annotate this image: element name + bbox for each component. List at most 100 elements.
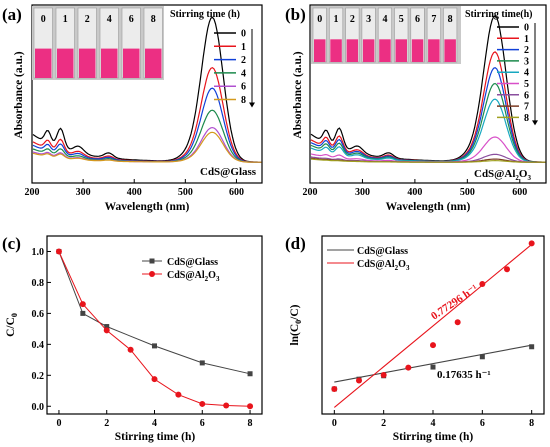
spectrum-line-b-2 (310, 67, 546, 163)
legend-al2o3-c-sub3: 3 (216, 275, 220, 283)
x-tick-label-d-2: 2 (381, 418, 386, 429)
vial-solution-b-3 (362, 39, 375, 62)
panel-label-c: (c) (2, 234, 21, 253)
legend-title-b: Stirring time(h) (465, 9, 533, 20)
legend-a: 0 1 2 4 6 8 (214, 29, 255, 108)
data-point-c-al2o3-1 (79, 301, 86, 308)
x-tick-label-c-4: 4 (152, 418, 157, 429)
data-point-d-al2o3-5 (454, 319, 461, 326)
data-point-c-al2o3-2 (103, 327, 110, 334)
legend-title-a: Stirring time (h) (170, 9, 240, 20)
sample-label-b-sub3: 3 (527, 174, 531, 182)
vial-solution-b-8 (444, 39, 456, 62)
spectrum-line-b-8 (310, 158, 546, 163)
legend-marker-al2o3-c (149, 271, 155, 277)
x-axis-label-a: Wavelength (nm) (105, 201, 190, 213)
panel-a: 0 1 2 4 6 8 0 1 2 4 6 8 200 300 400 500 600 (a) Stirri… (2, 4, 263, 213)
legend-label-b-0: 0 (524, 23, 529, 34)
legend-label-a-4: 4 (241, 68, 246, 79)
y-tick-label-c-0.8: 0.8 (32, 278, 45, 289)
panel-label-b: (b) (285, 5, 306, 24)
data-point-d-al2o3-1 (356, 377, 362, 384)
legend-al2o3-d-head: CdS@Al (357, 259, 395, 270)
legend-c: CdS@Glass CdS@Al2O3 (142, 257, 220, 283)
x-tick-label-d-6: 6 (480, 418, 485, 429)
legend-d: CdS@Glass CdS@Al2O3 (327, 246, 410, 272)
fit-line-d-glass (334, 344, 532, 383)
legend-label-al2o3-c: CdS@Al2O3 (167, 270, 220, 283)
data-point-d-al2o3-6 (479, 280, 486, 287)
vial-solution-a-2 (79, 48, 96, 78)
sample-label-b-o: O (519, 168, 528, 180)
y-label-d-head: ln(C (289, 324, 301, 346)
legend-label-b-4: 4 (524, 68, 529, 79)
data-point-c-al2o3-5 (175, 391, 182, 398)
x-tick-label-b-600: 600 (512, 187, 527, 198)
vial-solution-b-7 (428, 39, 440, 62)
legend-label-b-3: 3 (524, 56, 529, 67)
data-point-d-glass-4 (430, 364, 436, 370)
inset-background-a (32, 6, 164, 80)
plot-frame-a (31, 4, 263, 184)
spectra-a (32, 16, 262, 163)
legend-label-a-8: 8 (241, 95, 246, 106)
y-axis-label-c: C/C0 (5, 313, 19, 337)
vial-label-b-2: 2 (350, 14, 355, 25)
data-point-c-glass-4 (152, 343, 157, 349)
legend-al2o3-d-o: O (398, 259, 406, 270)
vial-solution-b-2 (346, 39, 359, 62)
y-axis-label-b: Absorbance (a.u.) (292, 51, 304, 138)
legend-arrow-head-b (532, 120, 538, 126)
spectrum-line-a-4 (32, 109, 262, 163)
legend-label-b-6: 6 (524, 90, 529, 101)
data-point-d-glass-8 (529, 344, 535, 350)
vial-label-a-8: 8 (151, 14, 156, 25)
x-axis-label-c: Stirring time (h) (115, 431, 196, 443)
x-tick-label-a-500: 500 (178, 187, 193, 198)
vial-solution-b-5 (395, 39, 407, 62)
legend-al2o3-d-sub3: 3 (406, 264, 410, 272)
legend-al2o3-c-o: O (208, 270, 216, 281)
data-point-c-glass-2 (104, 324, 110, 330)
vial-label-a-4: 4 (107, 14, 112, 25)
vial-solution-b-1 (330, 39, 342, 62)
fit-label-al2o3: 0.77296 h⁻¹ (429, 282, 480, 322)
series-line-c-glass (58, 251, 251, 375)
vial-label-a-0: 0 (41, 14, 46, 25)
x-tick-label-a-200: 200 (25, 187, 40, 198)
sample-label-a: CdS@Glass (200, 166, 257, 178)
data-point-c-al2o3-3 (127, 346, 134, 353)
legend-label-glass-d: CdS@Glass (357, 246, 408, 257)
data-point-d-al2o3-4 (430, 342, 436, 349)
data-point-d-al2o3-3 (405, 364, 412, 371)
vial-inset-a: 0 1 2 4 6 8 (32, 6, 164, 80)
legend-label-b-1: 1 (524, 34, 529, 45)
data-point-c-al2o3-4 (151, 376, 158, 383)
data-point-c-al2o3-7 (223, 402, 230, 409)
plot-area-d: 0 2 4 6 8 (331, 240, 535, 429)
x-tick-label-c-0: 0 (56, 418, 61, 429)
y-label-d-sub0: 0 (294, 320, 303, 324)
y-tick-label-c-1: 1.0 (32, 247, 45, 258)
vial-label-b-3: 3 (366, 14, 371, 25)
sample-label-b-sub2: 2 (515, 174, 519, 182)
data-point-c-glass-8 (247, 371, 253, 377)
legend-label-b-2: 2 (524, 45, 529, 56)
data-point-c-al2o3-8 (247, 403, 254, 410)
legend-label-a-2: 2 (241, 55, 246, 66)
vial-label-b-7: 7 (431, 14, 436, 25)
vial-label-b-5: 5 (399, 14, 404, 25)
legend-label-a-1: 1 (241, 42, 246, 53)
x-axis-label-d: Stirring time (h) (393, 431, 474, 443)
legend-label-a-0: 0 (241, 29, 246, 40)
legend-label-b-7: 7 (524, 102, 529, 113)
y-label-c-head: C/C (5, 317, 17, 337)
x-tick-label-b-500: 500 (460, 187, 475, 198)
x-tick-label-d-0: 0 (332, 418, 337, 429)
sample-label-b: CdS@Al2O3 (474, 168, 531, 182)
x-tick-label-c-8: 8 (248, 418, 253, 429)
fit-label-glass: 0.17635 h⁻¹ (437, 369, 491, 381)
legend-label-b-5: 5 (524, 79, 529, 90)
